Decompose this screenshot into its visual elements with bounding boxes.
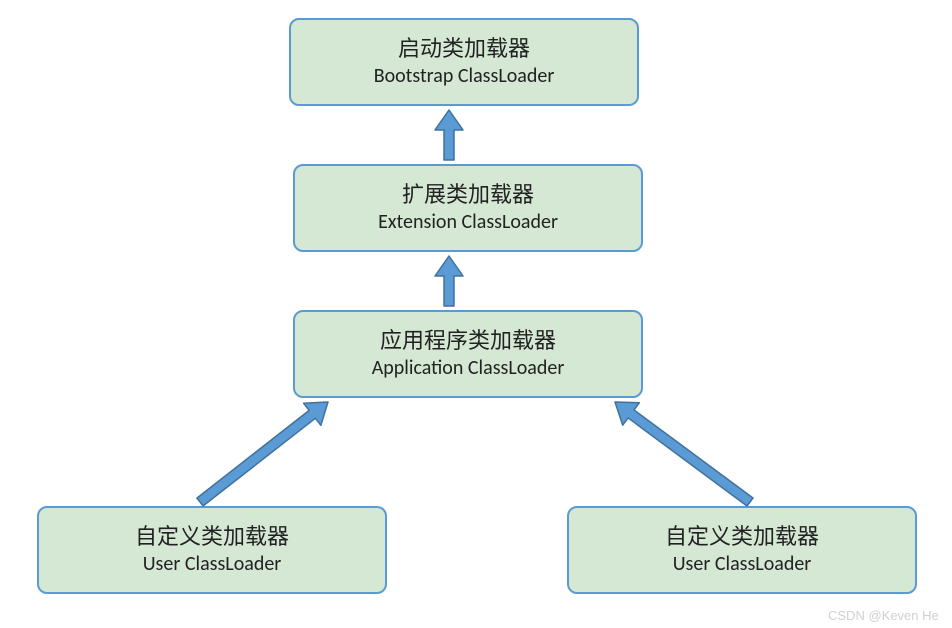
node-bootstrap-en: Bootstrap ClassLoader — [374, 63, 555, 90]
arrow — [435, 256, 463, 306]
node-application: 应用程序类加载器 Application ClassLoader — [293, 310, 643, 398]
arrow — [615, 402, 753, 506]
node-application-zh: 应用程序类加载器 — [380, 326, 556, 356]
node-bootstrap: 启动类加载器 Bootstrap ClassLoader — [289, 18, 639, 106]
node-user-left: 自定义类加载器 User ClassLoader — [37, 506, 387, 594]
node-application-en: Application ClassLoader — [372, 355, 565, 382]
node-extension-zh: 扩展类加载器 — [402, 180, 534, 210]
node-user-right: 自定义类加载器 User ClassLoader — [567, 506, 917, 594]
arrow — [435, 110, 463, 160]
node-extension: 扩展类加载器 Extension ClassLoader — [293, 164, 643, 252]
node-extension-en: Extension ClassLoader — [378, 209, 558, 236]
node-user-right-zh: 自定义类加载器 — [665, 522, 819, 552]
node-user-right-en: User ClassLoader — [673, 551, 812, 578]
arrow — [197, 402, 328, 506]
node-bootstrap-zh: 启动类加载器 — [398, 34, 530, 64]
node-user-left-en: User ClassLoader — [143, 551, 282, 578]
node-user-left-zh: 自定义类加载器 — [135, 522, 289, 552]
watermark: CSDN @Keven He — [828, 608, 939, 623]
